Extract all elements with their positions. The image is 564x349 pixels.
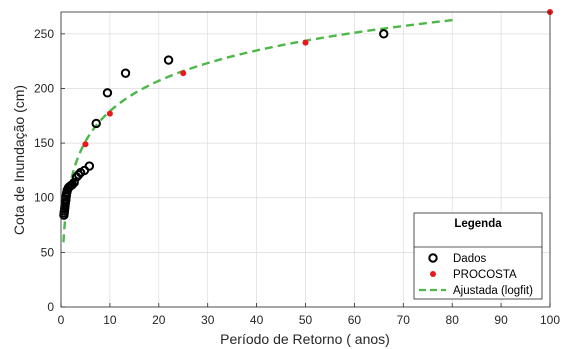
y-tick-label: 50	[41, 245, 55, 259]
x-tick-label: 40	[250, 313, 264, 327]
dados-point	[120, 68, 131, 78]
dados-point	[73, 170, 84, 180]
x-tick-label: 20	[152, 313, 166, 327]
x-axis-title: Período de Retorno ( anos)	[220, 331, 390, 347]
y-tick-label: 100	[34, 191, 54, 205]
x-tick-label: 30	[201, 313, 215, 327]
legend-marker-dados	[428, 253, 438, 263]
axis-ticks: 0 10 20 30 40 50 60 70 80 90 100 0 50 100 150 200 250	[34, 27, 560, 327]
procosta-point	[180, 70, 187, 77]
legend-marker-procosta	[430, 271, 436, 277]
dados-point	[84, 161, 95, 171]
y-tick-label: 0	[47, 300, 54, 314]
dados-point	[379, 29, 389, 39]
fit-line	[62, 18, 458, 243]
x-tick-label: 50	[299, 313, 313, 327]
dados-point	[67, 179, 77, 190]
legend-label-ajustada: Ajustada (logfit)	[453, 285, 533, 297]
y-axis-title: Cota de Inundação (cm)	[11, 85, 27, 235]
y-tick-label: 150	[34, 136, 54, 150]
x-tick-label: 70	[397, 313, 411, 327]
legend-title: Legenda	[454, 218, 502, 230]
legend-label-procosta: PROCOSTA	[453, 269, 517, 281]
procosta-point	[82, 141, 89, 148]
dados-point	[102, 88, 113, 98]
x-tick-label: 60	[348, 313, 362, 327]
x-tick-label: 0	[58, 313, 65, 327]
procosta-point	[302, 39, 309, 46]
y-tick-label: 250	[34, 27, 54, 41]
y-tick-label: 200	[34, 81, 54, 95]
fit-line-layer	[62, 18, 458, 243]
x-tick-label: 80	[446, 313, 460, 327]
x-tick-label: 10	[103, 313, 117, 327]
dados-point	[91, 118, 101, 129]
dados-point	[163, 55, 174, 65]
procosta-point	[106, 110, 113, 117]
legend: Legenda Dados PROCOSTA Ajustada (logfit)	[413, 212, 543, 300]
x-tick-label: 90	[494, 313, 508, 327]
x-tick-label: 100	[540, 313, 560, 327]
legend-label-dados: Dados	[453, 253, 486, 265]
